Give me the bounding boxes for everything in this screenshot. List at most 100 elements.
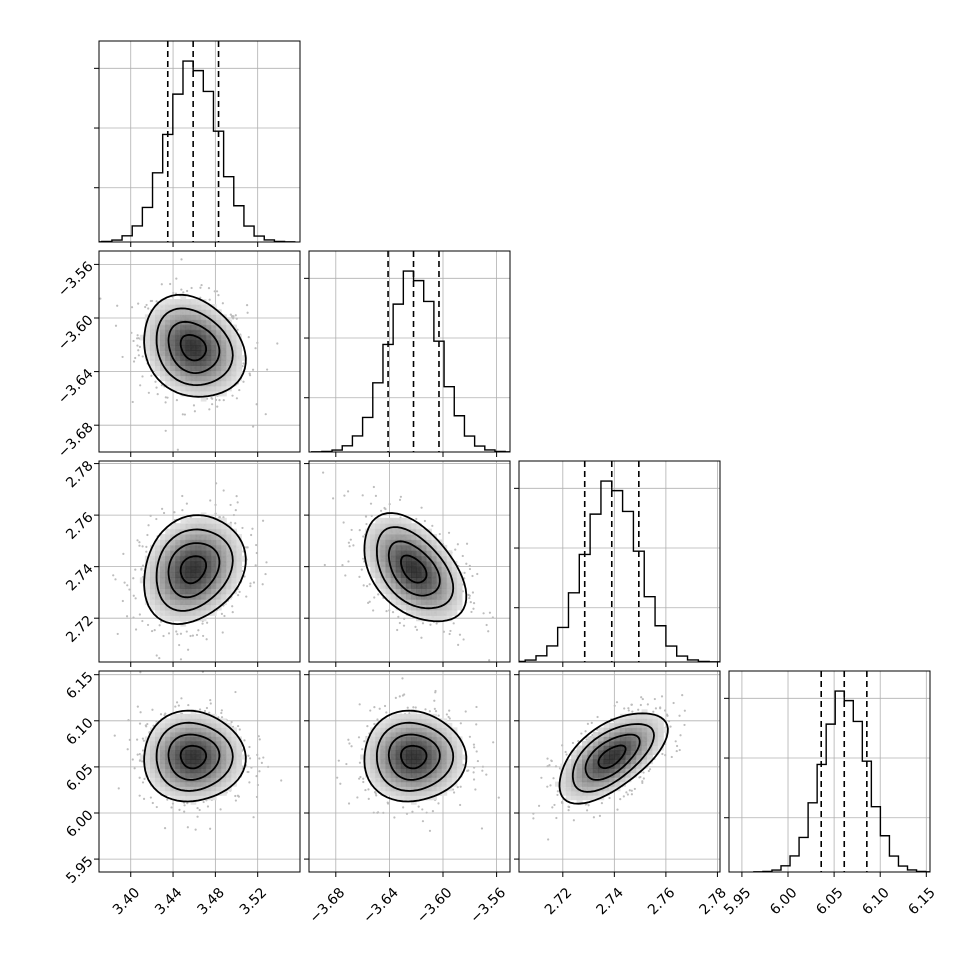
density-cell <box>149 740 156 747</box>
scatter-point <box>121 599 124 603</box>
scatter-point <box>366 585 369 588</box>
density-cell <box>149 577 156 584</box>
scatter-point <box>125 615 129 618</box>
density-cell <box>370 781 376 787</box>
scatter-point <box>138 722 142 725</box>
density-cell <box>160 561 166 568</box>
density-cell <box>149 754 156 760</box>
density-cell <box>175 777 182 783</box>
density-cell <box>195 544 202 551</box>
density-cell <box>365 561 371 568</box>
density-cell <box>405 544 412 551</box>
density-cell <box>210 731 217 738</box>
scatter-point <box>246 311 249 314</box>
density-cell <box>390 577 397 584</box>
scatter-point <box>195 633 199 637</box>
density-cell <box>416 523 422 530</box>
density-cell <box>200 566 207 573</box>
density-cell <box>170 350 176 356</box>
density-cell <box>149 566 156 573</box>
scatter-point <box>373 722 376 726</box>
density-cell <box>416 727 422 733</box>
density-cell <box>226 777 232 783</box>
scatter-point <box>343 494 346 497</box>
scatter-point <box>344 574 347 577</box>
density-cell <box>144 329 151 336</box>
density-cell <box>165 544 171 551</box>
density-cell <box>400 713 407 719</box>
density-cell <box>190 795 197 801</box>
density-cell <box>421 795 427 801</box>
density-cell <box>395 781 402 787</box>
scatter-point <box>482 612 485 615</box>
density-cell <box>390 749 397 756</box>
density-cell <box>221 571 227 578</box>
density-cell <box>241 754 248 760</box>
density-cell <box>380 749 387 756</box>
density-cell <box>416 731 422 738</box>
density-cell <box>144 339 151 346</box>
scatter-point <box>99 297 102 300</box>
density-cell <box>210 539 217 546</box>
scatter-point <box>356 796 359 799</box>
scatter-point <box>172 291 175 294</box>
scatter-point <box>198 708 202 711</box>
density-cell <box>451 740 458 747</box>
scatter-point <box>347 541 350 544</box>
x-tick-label: −3.64 <box>360 885 402 927</box>
scatter-point <box>149 796 152 799</box>
scatter-point <box>133 767 136 770</box>
scatter-point <box>376 718 379 721</box>
density-cell <box>205 749 212 756</box>
density-cell <box>155 334 161 341</box>
density-cell <box>160 319 166 326</box>
density-cell <box>175 350 182 356</box>
density-cell <box>210 523 217 530</box>
density-cell <box>200 740 207 747</box>
density-cell <box>431 615 438 622</box>
density-cell <box>436 722 443 728</box>
scatter-point <box>248 757 252 760</box>
density-cell <box>205 555 212 562</box>
density-cell <box>160 566 166 573</box>
density-cell <box>380 566 387 573</box>
density-cell <box>216 534 222 541</box>
density-cell <box>231 768 237 774</box>
density-cell <box>451 577 458 584</box>
density-cell <box>165 731 171 738</box>
density-cell <box>205 727 212 733</box>
scatter-point <box>136 337 139 340</box>
scatter-point <box>205 638 208 641</box>
density-cell <box>160 790 166 796</box>
density-cell <box>165 329 171 336</box>
scatter-point <box>370 514 373 518</box>
scatter-point <box>151 708 154 711</box>
scatter-point <box>346 490 350 493</box>
scatter-point <box>179 658 183 661</box>
density-cell <box>436 615 443 622</box>
density-cell <box>160 304 166 310</box>
density-cell <box>190 355 197 361</box>
density-cell <box>370 571 376 578</box>
subplot-2-0: 2.722.742.762.78 <box>63 458 301 667</box>
density-cell <box>175 731 182 738</box>
density-cell <box>380 534 387 541</box>
density-cell <box>370 749 376 756</box>
scatter-point <box>137 302 140 305</box>
density-cell <box>360 754 366 760</box>
density-cell <box>180 781 187 787</box>
density-cell <box>231 380 237 387</box>
density-cell <box>165 740 171 747</box>
density-cell <box>385 763 392 769</box>
density-cell <box>221 786 227 792</box>
density-cell <box>155 550 161 557</box>
density-cell <box>180 566 187 573</box>
scatter-point <box>358 703 361 706</box>
density-cell <box>216 718 222 724</box>
density-cell <box>395 763 402 769</box>
density-cell <box>180 550 187 557</box>
scatter-point <box>248 374 252 377</box>
density-cell <box>200 718 207 724</box>
scatter-point <box>361 494 364 497</box>
scatter-point <box>137 354 140 357</box>
